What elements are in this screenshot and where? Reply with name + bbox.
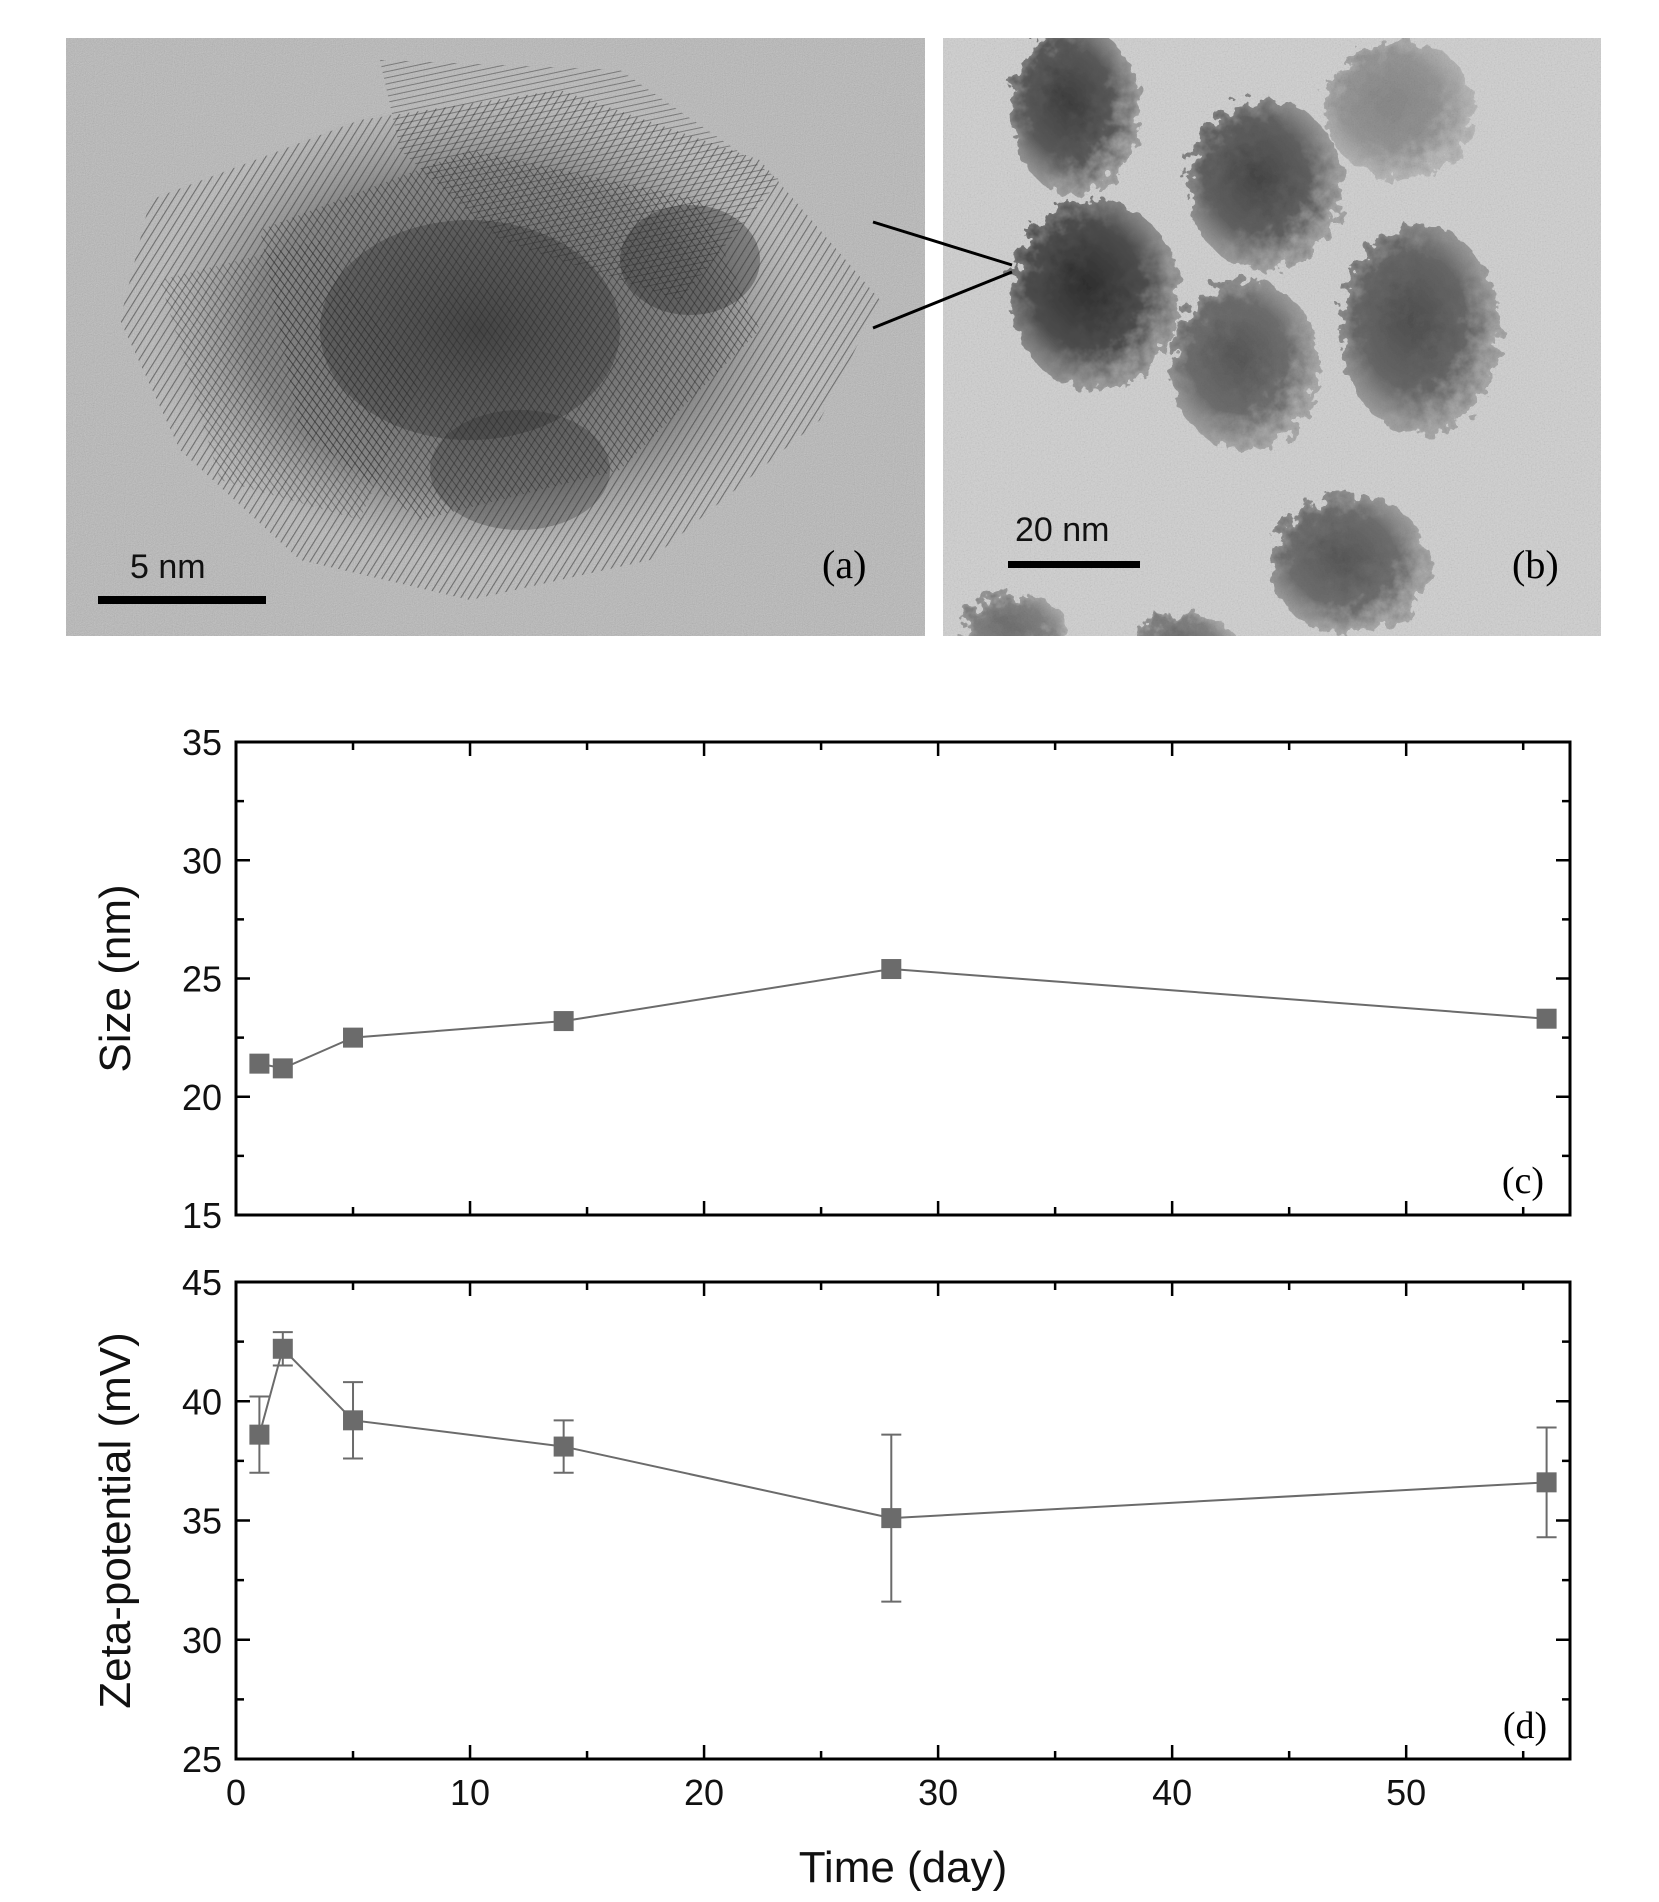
y-tick-label: 45 — [182, 1262, 222, 1303]
y-tick-label: 15 — [182, 1195, 222, 1236]
data-point — [272, 1338, 293, 1359]
x-tick-label: 30 — [918, 1772, 958, 1813]
panel-b-tem-image: 20 nm (b) — [943, 38, 1601, 636]
size-chart: 15 20 25 30 35 Size (nm) (c) — [91, 722, 1572, 1236]
y-tick-label: 40 — [182, 1381, 222, 1422]
data-point — [343, 1027, 364, 1048]
y-tick-label: 30 — [182, 840, 222, 881]
x-tick-label: 10 — [450, 1772, 490, 1813]
nanoparticle — [960, 595, 1070, 636]
nanoparticle — [1270, 495, 1430, 635]
y-tick-label: 30 — [182, 1620, 222, 1661]
data-point — [249, 1053, 270, 1074]
data-point — [881, 1508, 902, 1529]
y-tick-label: 25 — [182, 1739, 222, 1780]
nanoparticle — [1325, 40, 1475, 180]
data-point — [1536, 1472, 1557, 1493]
x-tick-label: 20 — [684, 1772, 724, 1813]
scale-bar-a-label: 5 nm — [130, 548, 206, 586]
data-point — [553, 1011, 574, 1032]
x-tick-label: 0 — [226, 1772, 246, 1813]
nanoparticle — [1170, 280, 1320, 450]
series-line — [258, 1346, 1547, 1520]
data-point — [343, 1410, 364, 1431]
data-point — [272, 1058, 293, 1079]
y-axis-label: Size (nm) — [91, 884, 140, 1072]
data-point — [1536, 1008, 1557, 1029]
panel-a-hrtem-image: 5 nm (a) — [66, 38, 925, 636]
scale-bar-b-label: 20 nm — [1015, 511, 1110, 549]
nanoparticle — [1187, 100, 1343, 270]
zeta-potential-chart: 25 30 35 40 45 0 10 20 30 40 50 Zeta-potential (m… — [91, 1262, 1572, 1892]
axis-ticks — [234, 1280, 1570, 1761]
y-tick-label: 25 — [182, 959, 222, 1000]
x-tick-label: 40 — [1152, 1772, 1192, 1813]
y-tick-label: 20 — [182, 1077, 222, 1118]
axis-ticks — [234, 740, 1570, 1217]
nanoparticle — [1010, 200, 1180, 390]
x-tick-label: 50 — [1386, 1772, 1426, 1813]
y-axis-label: Zeta-potential (mV) — [91, 1332, 140, 1709]
nanoparticle — [1340, 225, 1500, 435]
data-point — [881, 959, 902, 980]
y-tick-label: 35 — [182, 722, 222, 763]
plot-frame — [234, 1280, 1572, 1761]
zoom-pointer-lines — [872, 220, 1013, 330]
x-axis-label: Time (day) — [799, 1843, 1008, 1892]
nanoparticle — [1010, 38, 1140, 195]
data-point — [553, 1436, 574, 1457]
series-line — [259, 968, 1547, 1070]
nanoparticle — [1135, 615, 1235, 636]
panel-b-label: (b) — [1512, 542, 1559, 587]
plot-frame — [234, 740, 1572, 1217]
scale-bar-b — [1008, 561, 1140, 568]
scale-bar-a — [98, 596, 266, 604]
y-tick-label: 35 — [182, 1501, 222, 1542]
panel-c-label: (c) — [1502, 1160, 1544, 1202]
data-point — [249, 1424, 270, 1445]
panel-a-label: (a) — [822, 542, 866, 587]
panel-d-label: (d) — [1503, 1705, 1547, 1747]
